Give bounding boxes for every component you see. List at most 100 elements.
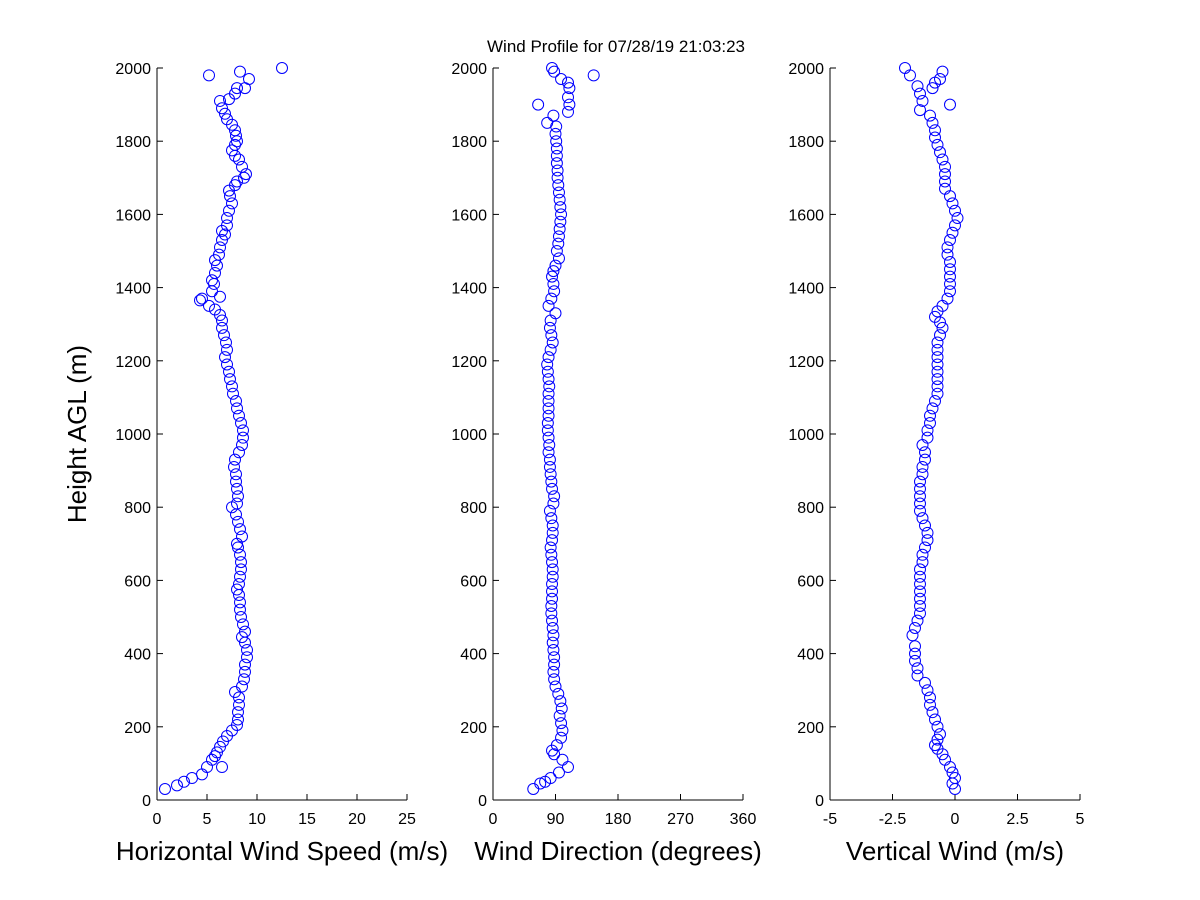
data-point (228, 460, 240, 473)
x-axis-label: Horizontal Wind Speed (m/s) (116, 836, 448, 866)
y-tick-label: 600 (460, 573, 487, 590)
data-point (931, 720, 944, 733)
data-point (553, 223, 566, 236)
y-tick-label: 1200 (788, 354, 824, 371)
data-point (236, 438, 248, 451)
data-point (916, 556, 929, 569)
data-point (546, 534, 559, 547)
data-point (546, 592, 559, 605)
y-tick-label: 1800 (451, 134, 487, 151)
data-point (904, 69, 916, 82)
y-tick-label: 1600 (451, 207, 487, 224)
data-point (196, 292, 208, 305)
data-point (211, 746, 223, 759)
data-point (546, 270, 559, 283)
data-point (234, 523, 246, 536)
data-point (546, 614, 559, 627)
data-point (550, 245, 563, 257)
data-point (231, 402, 243, 415)
data-point (547, 265, 560, 278)
data-point (934, 146, 946, 159)
data-point (541, 365, 554, 378)
data-point (924, 109, 936, 122)
data-point (218, 329, 230, 342)
data-point (544, 772, 557, 785)
data-point (550, 135, 563, 148)
data-point (548, 490, 561, 503)
data-point (240, 168, 252, 181)
data-point (547, 629, 560, 642)
data-point (224, 190, 236, 203)
data-point (931, 373, 944, 386)
data-point (552, 252, 565, 265)
y-tick-label: 1800 (115, 134, 151, 151)
data-point (919, 676, 931, 689)
data-point (219, 107, 231, 120)
data-point (949, 219, 961, 232)
data-point (206, 274, 218, 287)
data-point (914, 585, 926, 598)
data-point (926, 82, 939, 95)
data-point (555, 702, 568, 715)
data-point (545, 607, 558, 620)
data-point (926, 706, 939, 719)
data-point (232, 490, 244, 503)
x-tick-label: 0 (489, 811, 498, 828)
data-point (239, 665, 251, 678)
data-point (541, 424, 554, 437)
data-point (546, 482, 559, 495)
data-point (216, 314, 228, 327)
y-tick-label: 2000 (788, 61, 824, 78)
data-point (944, 263, 956, 276)
data-point (914, 482, 926, 495)
data-point (909, 654, 921, 667)
data-point (194, 294, 206, 307)
y-tick-label: 1000 (788, 427, 824, 444)
data-point (216, 234, 228, 247)
data-point (230, 475, 242, 488)
data-point (206, 285, 218, 298)
data-point (941, 241, 954, 254)
x-tick-label: 90 (547, 811, 565, 828)
y-tick-label: 1600 (115, 207, 151, 224)
data-point (235, 611, 247, 623)
data-point (549, 680, 562, 693)
data-point (547, 277, 560, 290)
data-point (547, 643, 560, 656)
y-axis-label: Height AGL (m) (62, 345, 92, 523)
data-point (550, 739, 563, 752)
data-point (552, 186, 565, 199)
data-point (233, 698, 245, 711)
data-point (556, 724, 569, 737)
data-point (909, 640, 921, 653)
data-point (241, 651, 253, 664)
data-point (931, 380, 944, 393)
data-point (221, 343, 233, 356)
data-point (547, 497, 560, 510)
data-point (946, 226, 959, 239)
data-point (214, 290, 226, 303)
data-point (951, 212, 964, 225)
data-point (219, 351, 231, 364)
data-point (944, 270, 956, 283)
data-point (931, 733, 944, 746)
data-point (532, 98, 545, 111)
data-point (919, 446, 931, 459)
x-tick-label: 10 (248, 811, 266, 828)
data-point (227, 387, 239, 400)
data-point (546, 563, 559, 576)
data-point (548, 65, 561, 78)
data-point (547, 109, 560, 122)
data-point (231, 482, 243, 495)
y-tick-label: 1600 (788, 207, 824, 224)
data-point (229, 87, 241, 100)
data-point (911, 614, 924, 627)
data-point (924, 691, 936, 704)
data-point (921, 526, 934, 539)
y-tick-label: 800 (460, 500, 487, 517)
y-tick-label: 1200 (451, 354, 487, 371)
data-point (916, 468, 929, 481)
data-point (899, 62, 911, 74)
data-point (235, 563, 247, 576)
x-tick-label: -2.5 (879, 811, 907, 828)
